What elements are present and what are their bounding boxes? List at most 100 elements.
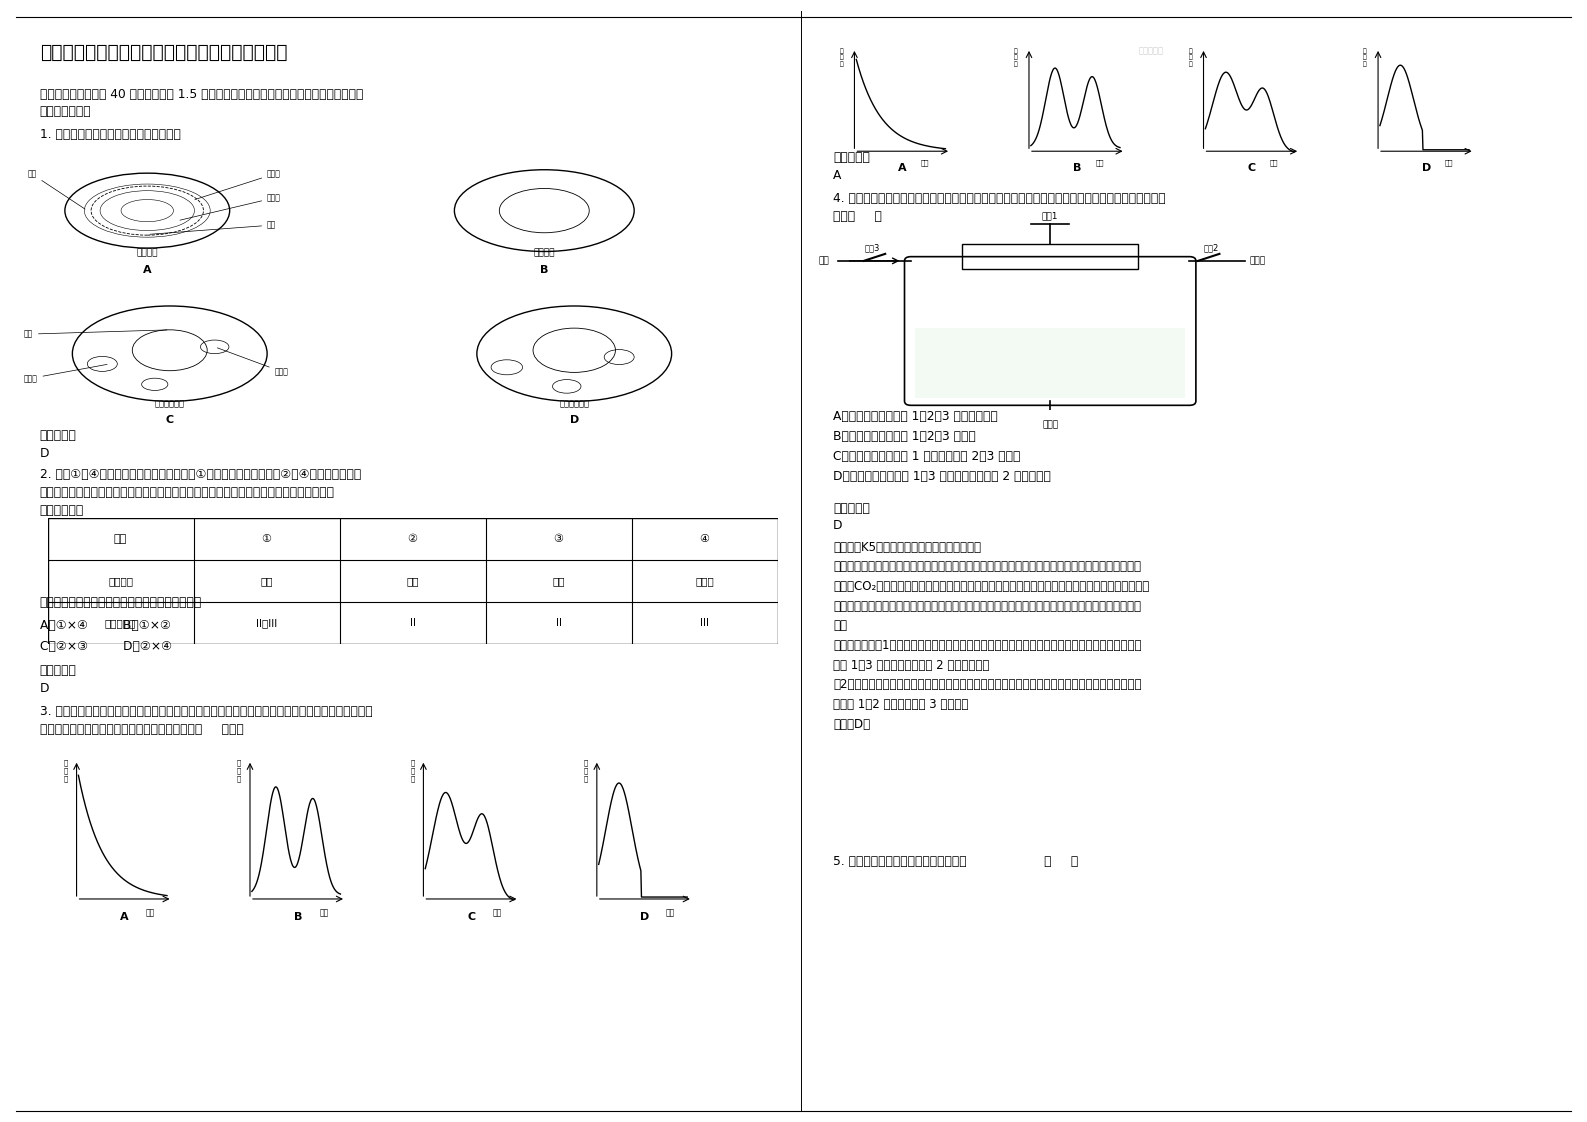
Text: 核糖体: 核糖体 <box>179 193 281 220</box>
Text: 截毛: 截毛 <box>552 577 565 586</box>
Text: III: III <box>700 618 709 628</box>
Text: B: B <box>1073 164 1081 173</box>
Text: 黑身: 黑身 <box>406 577 419 586</box>
Text: 个
体
数: 个 体 数 <box>584 760 587 782</box>
Text: 品系: 品系 <box>114 534 127 544</box>
Text: 年龄: 年龄 <box>1444 159 1452 166</box>
Text: 紫红眼: 紫红眼 <box>695 577 714 586</box>
Text: C: C <box>1247 164 1255 173</box>
Text: 5. 卵细胞和精子形成过程中的不同点是                    （     ）: 5. 卵细胞和精子形成过程中的不同点是 （ ） <box>833 855 1079 868</box>
Text: B: B <box>294 912 302 922</box>
Text: ④: ④ <box>700 534 709 544</box>
Text: D: D <box>640 912 649 922</box>
Text: C．②×③         D．②×④: C．②×③ D．②×④ <box>40 640 171 653</box>
Text: ③: ③ <box>554 534 563 544</box>
Text: 开关2: 开关2 <box>1203 243 1219 252</box>
Text: II: II <box>409 618 416 628</box>
Text: D、生产果酒时，开关 1、3 要始终关上，开关 2 要间断打开: D、生产果酒时，开关 1、3 要始终关上，开关 2 要间断打开 <box>833 470 1051 484</box>
Text: 参考答案：: 参考答案： <box>833 502 870 515</box>
Text: 故选：D。: 故选：D。 <box>833 718 870 730</box>
Text: 液泡: 液泡 <box>27 169 86 209</box>
Text: 是隐性，其他性状均为显性。这四个品系的隐性性状及控制该隐性性状的基因所在的染色体: 是隐性，其他性状均为显性。这四个品系的隐性性状及控制该隐性性状的基因所在的染色体 <box>40 486 335 499</box>
Text: 高考资源网: 高考资源网 <box>1139 47 1163 56</box>
Text: 1. 下列细胞亚显微结构示意图，正确的是: 1. 下列细胞亚显微结构示意图，正确的是 <box>40 128 181 141</box>
Text: D: D <box>570 415 579 425</box>
Text: 个
体
数: 个 体 数 <box>409 760 414 782</box>
Text: A．①×④         B．①×②: A．①×④ B．①×② <box>40 619 171 633</box>
Text: 年龄: 年龄 <box>920 159 930 166</box>
Text: 个
体
数: 个 体 数 <box>63 760 68 782</box>
Text: B、生产果酒时，开关 1、2、3 要打开: B、生产果酒时，开关 1、2、3 要打开 <box>833 430 976 443</box>
Text: B: B <box>540 265 549 275</box>
Text: C: C <box>165 415 175 425</box>
Text: 相应染色体: 相应染色体 <box>105 618 136 628</box>
Text: D: D <box>40 447 49 460</box>
Text: 水稻叶肉细胞: 水稻叶肉细胞 <box>156 399 184 408</box>
Text: 细菌细胞: 细菌细胞 <box>136 248 159 257</box>
Text: 核膜: 核膜 <box>151 221 276 234</box>
Text: 【解答】解：（1）果酒发酵过程中，除了产生酒精，还会产生大量的二氧化碳，因此生产果酒时，: 【解答】解：（1）果酒发酵过程中，除了产生酒精，还会产生大量的二氧化碳，因此生产… <box>833 640 1141 652</box>
Text: 来排出CO₂的；出料口是用来取样的。排气口要通过一个长而弯曲的胶管与瓶身连接，其目的是防止: 来排出CO₂的；出料口是用来取样的。排气口要通过一个长而弯曲的胶管与瓶身连接，其… <box>833 580 1149 594</box>
Text: 残翅: 残翅 <box>260 577 273 586</box>
Text: 开关1: 开关1 <box>1043 211 1059 220</box>
Text: 个
体
数: 个 体 数 <box>1189 48 1192 66</box>
Text: 如下表所示：: 如下表所示： <box>40 504 84 517</box>
Text: 年龄: 年龄 <box>146 909 156 918</box>
Text: 小鼠肝脏细胞: 小鼠肝脏细胞 <box>559 399 589 408</box>
Text: D: D <box>40 682 49 696</box>
Text: 排气口: 排气口 <box>1249 256 1265 266</box>
Text: 浙江省金华市永康第五中学高二生物测试题含解析: 浙江省金华市永康第五中学高二生物测试题含解析 <box>40 43 287 62</box>
Text: 年龄: 年龄 <box>1095 159 1105 166</box>
Text: 3. 下图为某地一个生物种群的年龄组成曲线图，如果有一外来物种入侵，并以该种群的幼体为食，这: 3. 下图为某地一个生物种群的年龄组成曲线图，如果有一外来物种入侵，并以该种群的… <box>40 705 373 718</box>
Text: 开关3: 开关3 <box>865 243 881 252</box>
Text: II: II <box>555 618 562 628</box>
Text: 年龄: 年龄 <box>319 909 329 918</box>
Text: 参考答案：: 参考答案： <box>40 664 76 678</box>
Text: ①: ① <box>262 534 271 544</box>
Text: 个
体
数: 个 体 数 <box>236 760 241 782</box>
Text: C、生产果醋时，开关 1 要打开，开关 2、3 要关上: C、生产果醋时，开关 1 要打开，开关 2、3 要关上 <box>833 450 1020 463</box>
Text: 参考答案：: 参考答案： <box>40 429 76 442</box>
Text: （2）参与果醋制作的菌类是醋酸菌，而醋酸菌是嗜氧菌，其进行醋酸发酵时也会产生二氧化碳，因: （2）参与果醋制作的菌类是醋酸菌，而醋酸菌是嗜氧菌，其进行醋酸发酵时也会产生二氧… <box>833 678 1141 691</box>
Text: ②: ② <box>408 534 417 544</box>
Text: 【分析】分析实验装置：充气口是在醋酸发酵时连接充气泵进行充气用的；排气口是在酒精发酵时用: 【分析】分析实验装置：充气口是在醋酸发酵时连接充气泵进行充气用的；排气口是在酒精… <box>833 560 1141 573</box>
Text: II、III: II、III <box>256 618 278 628</box>
Text: A: A <box>143 265 152 275</box>
Text: C: C <box>467 912 476 922</box>
Text: 年龄: 年龄 <box>492 909 501 918</box>
Text: 隐性性状: 隐性性状 <box>108 577 133 586</box>
Text: 蓝藻细胞: 蓝藻细胞 <box>533 248 555 257</box>
Text: 若需验证自由组合定律，可选择交配的品系组合为: 若需验证自由组合定律，可选择交配的品系组合为 <box>40 596 202 609</box>
Text: 将使该种群的年龄组成发生变化，则这种变化为（     ）图。: 将使该种群的年龄组成发生变化，则这种变化为（ ）图。 <box>40 723 243 736</box>
Text: 参考答案：: 参考答案： <box>833 151 870 165</box>
Text: 线粒体: 线粒体 <box>24 365 106 383</box>
Text: 【考点】K5：酵母菌制酒及乙酸菌由酒制醋。: 【考点】K5：酵母菌制酒及乙酸菌由酒制醋。 <box>833 541 981 554</box>
Text: 年龄: 年龄 <box>667 909 674 918</box>
Text: 4. 如图装置既可用于生产果酒，又可用于生产果醋。以下对于果酒和果醋生产时的控制条件叙述正确: 4. 如图装置既可用于生产果酒，又可用于生产果醋。以下对于果酒和果醋生产时的控制… <box>833 192 1166 205</box>
Text: A、生产果酒时，开关 1、2、3 都要始终关上: A、生产果酒时，开关 1、2、3 都要始终关上 <box>833 410 998 423</box>
Text: 出料口: 出料口 <box>1043 421 1059 430</box>
Bar <box>962 245 1138 269</box>
Text: 个
体
数: 个 体 数 <box>840 48 843 66</box>
Text: 一、选择题（本题共 40 小题，每小题 1.5 分。在每小题给出的四个选项中，只有一项是符合: 一、选择题（本题共 40 小题，每小题 1.5 分。在每小题给出的四个选项中，只… <box>40 88 363 101</box>
Text: D: D <box>833 519 843 533</box>
Text: 气。: 气。 <box>833 619 847 633</box>
Text: 中心体: 中心体 <box>217 348 289 376</box>
Text: 年龄: 年龄 <box>1270 159 1278 166</box>
Text: 个
体
数: 个 体 数 <box>1014 48 1017 66</box>
Text: 开关 1、3 要始终关上，开关 2 要间断打开。: 开关 1、3 要始终关上，开关 2 要间断打开。 <box>833 659 990 672</box>
Text: D: D <box>1422 164 1431 173</box>
Text: A: A <box>833 169 841 183</box>
Text: 此开关 1、2 要打开，开关 3 要关上。: 此开关 1、2 要打开，开关 3 要关上。 <box>833 698 968 711</box>
Text: 个
体
数: 个 体 数 <box>1363 48 1366 66</box>
Text: 的是（     ）: 的是（ ） <box>833 210 882 223</box>
Text: A: A <box>121 912 129 922</box>
Text: A: A <box>898 164 908 173</box>
Text: 叶绿体: 叶绿体 <box>195 169 281 200</box>
Text: 气泵: 气泵 <box>819 256 830 266</box>
Text: 2. 现有①～④四个纯种果蝇品系，其中品系①的性状均为显性，品系②～④均只有一种性状: 2. 现有①～④四个纯种果蝇品系，其中品系①的性状均为显性，品系②～④均只有一种… <box>40 468 360 481</box>
Text: 液泡: 液泡 <box>24 330 167 339</box>
Bar <box>916 328 1185 398</box>
Text: 题目要求的。）: 题目要求的。） <box>40 105 92 119</box>
Text: 空气中微生物的污染。使用该装置制酒时，应该关闭充气口；制醋时，应将充气口连接气泵，输入氧: 空气中微生物的污染。使用该装置制酒时，应该关闭充气口；制醋时，应将充气口连接气泵… <box>833 599 1141 613</box>
